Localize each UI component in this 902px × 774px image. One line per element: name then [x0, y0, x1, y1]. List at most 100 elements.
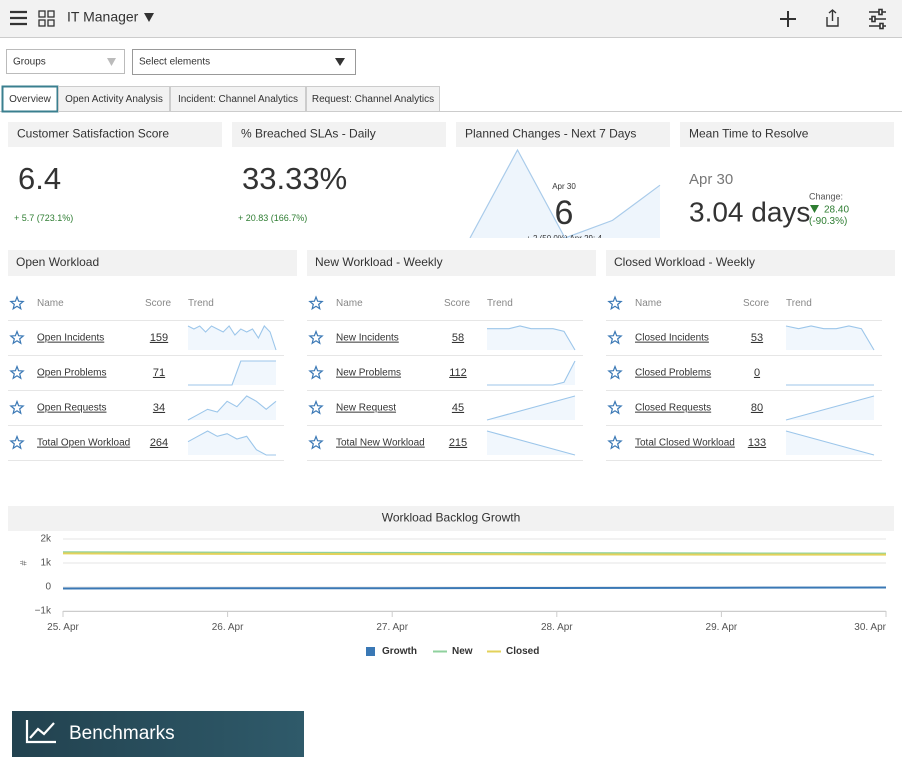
add-icon[interactable]: [780, 11, 796, 27]
row-score[interactable]: 45: [452, 402, 464, 414]
benchmarks-icon: [25, 720, 56, 744]
elements-dropdown-arrow: [335, 58, 345, 66]
column-header: Name: [336, 298, 363, 309]
groups-select[interactable]: [6, 49, 125, 74]
column-header: Score: [145, 298, 172, 309]
kpi-change: + 2 (50.0%) Apr 29: 4: [526, 234, 602, 243]
row-score[interactable]: 53: [751, 332, 763, 344]
chart-header: [8, 506, 894, 531]
elements-select-label: Select elements: [139, 57, 210, 68]
row-name[interactable]: New Incidents: [336, 333, 399, 344]
app-dropdown[interactable]: [144, 13, 154, 22]
row-name[interactable]: New Request: [336, 403, 396, 414]
kpi-title: Planned Changes - Next 7 Days: [465, 127, 636, 141]
x-tick-label: 28. Apr: [541, 622, 573, 633]
row-name[interactable]: Open Problems: [37, 368, 106, 379]
favorite-star[interactable]: [607, 399, 623, 415]
favorite-star[interactable]: [9, 434, 25, 450]
y-tick-label: 0: [45, 582, 51, 593]
column-header: Name: [635, 298, 662, 309]
tab-label: Overview: [9, 94, 51, 105]
column-header: Score: [743, 298, 770, 309]
series-line: [62, 552, 886, 556]
favorite-star[interactable]: [607, 295, 623, 311]
favorite-star[interactable]: [607, 364, 623, 380]
trend-line: [487, 360, 576, 386]
favorite-star[interactable]: [607, 434, 623, 450]
legend-label[interactable]: Closed: [506, 646, 539, 657]
trend-line: [785, 395, 875, 421]
row-name[interactable]: Open Requests: [37, 403, 107, 414]
row-name[interactable]: Total Closed Workload: [635, 438, 735, 449]
row-score[interactable]: 159: [150, 332, 168, 344]
favorite-star[interactable]: [607, 329, 623, 345]
kpi-change-pct: (-90.3%): [809, 216, 847, 227]
row-score[interactable]: 264: [150, 437, 168, 449]
favorite-star[interactable]: [9, 295, 25, 311]
row-name[interactable]: Total Open Workload: [37, 438, 130, 449]
chart-title: Workload Backlog Growth: [382, 511, 521, 525]
x-tick-label: 29. Apr: [706, 622, 738, 633]
groups-select-label: Groups: [13, 57, 46, 68]
kpi-trend-line: [469, 148, 661, 238]
kpi-title: Customer Satisfaction Score: [17, 127, 169, 141]
row-name[interactable]: Closed Problems: [635, 368, 711, 379]
favorite-star[interactable]: [308, 329, 324, 345]
column-header: Name: [37, 298, 64, 309]
tab-label: Request: Channel Analytics: [312, 94, 434, 105]
kpi-clip: Apr 30 6 + 2 (50.0%) Apr 29: 4: [469, 148, 661, 243]
kpi-value: 3.04 days: [689, 196, 810, 227]
x-tick-label: 30. Apr: [854, 622, 886, 633]
tab[interactable]: [58, 86, 170, 112]
favorite-star[interactable]: [308, 399, 324, 415]
x-tick-label: 25. Apr: [47, 622, 79, 633]
trend-line: [785, 325, 875, 351]
favorite-star[interactable]: [9, 329, 25, 345]
row-score[interactable]: 215: [449, 437, 467, 449]
tab[interactable]: [306, 86, 440, 112]
row-name[interactable]: Closed Incidents: [635, 333, 709, 344]
row-score[interactable]: 0: [754, 367, 760, 379]
column-header: Trend: [487, 298, 513, 309]
tab[interactable]: [170, 86, 306, 112]
kpi-trend-area: [470, 150, 660, 238]
row-score[interactable]: 112: [449, 367, 467, 379]
kpi-change-label: Change:: [809, 191, 843, 201]
kpi-change: 28.40: [824, 205, 849, 216]
panel-title: Open Workload: [16, 255, 99, 269]
menu-icon[interactable]: [10, 10, 27, 26]
elements-select[interactable]: [132, 49, 356, 75]
row-score[interactable]: 133: [748, 437, 766, 449]
legend-marker[interactable]: [366, 647, 375, 656]
settings-icon[interactable]: [869, 8, 886, 30]
row-name[interactable]: Total New Workload: [336, 438, 425, 449]
legend-label[interactable]: Growth: [382, 646, 417, 657]
share-icon[interactable]: [826, 9, 839, 27]
row-name[interactable]: Closed Requests: [635, 403, 711, 414]
row-name[interactable]: New Problems: [336, 368, 401, 379]
trend-line: [187, 395, 277, 421]
trend-line: [785, 430, 875, 456]
favorite-star[interactable]: [308, 295, 324, 311]
favorite-star[interactable]: [308, 434, 324, 450]
y-tick-label: −1k: [35, 606, 52, 617]
apps-icon[interactable]: [38, 10, 55, 27]
kpi-header: [680, 122, 894, 147]
y-axis-label: #: [18, 560, 28, 565]
kpi-change: + 20.83 (166.7%): [238, 213, 307, 223]
tab[interactable]: [1, 85, 59, 113]
trend-line: [187, 430, 276, 456]
row-score[interactable]: 34: [153, 402, 165, 414]
row-score[interactable]: 80: [751, 402, 763, 414]
row-score[interactable]: 71: [153, 367, 165, 379]
favorite-star[interactable]: [9, 364, 25, 380]
kpi-change-arrow: [810, 205, 819, 213]
row-score[interactable]: 58: [452, 332, 464, 344]
app-title[interactable]: IT Manager: [67, 9, 139, 25]
favorite-star[interactable]: [308, 364, 324, 380]
legend-label[interactable]: New: [452, 646, 473, 657]
favorite-star[interactable]: [9, 399, 25, 415]
benchmarks-banner[interactable]: [12, 711, 304, 757]
row-name[interactable]: Open Incidents: [37, 333, 104, 344]
